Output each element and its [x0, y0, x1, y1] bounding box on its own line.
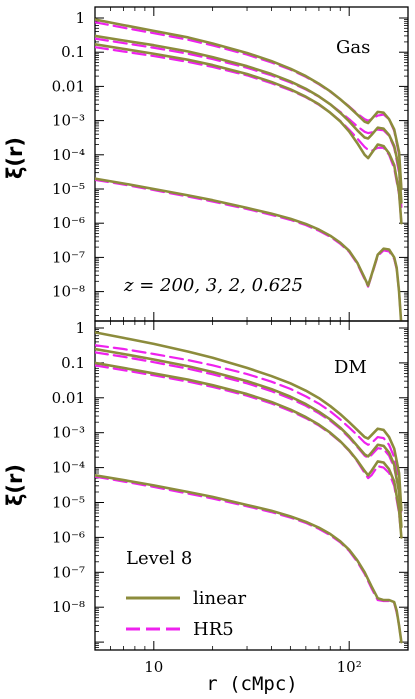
y-tick-label: 10⁻⁷ [52, 563, 85, 581]
y-tick-labels-gas: 1 0.1 0.01 10⁻³ 10⁻⁴ 10⁻⁵ 10⁻⁶ 10⁻⁷ 10⁻⁸ [52, 9, 85, 301]
y-tick-label: 0.1 [61, 354, 85, 372]
y-tick-label: 10⁻⁷ [52, 248, 85, 266]
y-tick-label: 0.01 [52, 77, 85, 95]
annotation-redshifts: z = 200, 3, 2, 0.625 [123, 275, 303, 296]
legend-label-hr5: HR5 [193, 619, 234, 640]
series-group-gas [95, 18, 403, 321]
series-line-hr5-z-200 [95, 178, 403, 321]
y-tick-label: 10⁻⁵ [52, 180, 85, 198]
y-tick-label: 1 [75, 319, 85, 337]
panel-gas: 1 0.1 0.01 10⁻³ 10⁻⁴ 10⁻⁵ 10⁻⁶ 10⁻⁷ 10⁻⁸ ξ(r) Ga… [3, 6, 409, 322]
y-tick-label: 10⁻⁸ [52, 283, 85, 301]
y-tick-label: 10⁻⁶ [52, 214, 85, 232]
series-line-linear-z-3 [95, 331, 403, 512]
series-line-linear-z-200 [95, 474, 403, 644]
series-line-linear-z-0-625 [95, 361, 403, 539]
axis-ticks-gas [94, 7, 409, 321]
series-line-linear-z-2 [95, 347, 403, 529]
series-line-linear-z-0-625 [95, 43, 403, 225]
legend-label-linear: linear [193, 588, 246, 609]
y-tick-label: 0.1 [61, 43, 85, 61]
y-tick-label: 10⁻³ [52, 424, 85, 442]
legend: linear HR5 [126, 588, 246, 640]
series-group-dm [95, 331, 403, 644]
y-tick-label: 10⁻⁶ [52, 528, 85, 546]
xlabel: r (cMpc) [206, 673, 298, 695]
annotation-gas: Gas [336, 37, 370, 58]
y-tick-label: 10⁻⁸ [52, 598, 85, 616]
series-line-linear-z-2 [95, 34, 403, 204]
series-line-hr5-z-0-625 [95, 364, 403, 539]
series-line-hr5-z-2 [95, 351, 403, 528]
annotation-dm: DM [334, 357, 367, 378]
y-tick-label: 10⁻⁵ [52, 494, 85, 512]
x-tick-label: 10² [337, 658, 362, 676]
series-line-linear-z-200 [95, 177, 403, 321]
y-tick-label: 10⁻⁴ [52, 146, 85, 164]
y-tick-label: 0.01 [52, 389, 85, 407]
series-line-hr5-z-2 [95, 37, 403, 208]
x-tick-label: 10 [144, 658, 163, 676]
y-tick-labels-dm: 1 0.1 0.01 10⁻³ 10⁻⁴ 10⁻⁵ 10⁻⁶ 10⁻⁷ 10⁻⁸ [52, 319, 85, 616]
series-line-linear-z-3 [95, 18, 403, 191]
y-tick-label: 1 [75, 9, 85, 27]
annotation-redshifts-text: z = 200, 3, 2, 0.625 [123, 275, 303, 296]
y-tick-label: 10⁻³ [52, 112, 85, 130]
series-line-hr5-z-3 [95, 344, 403, 518]
panel-dm: 1 0.1 0.01 10⁻³ 10⁻⁴ 10⁻⁵ 10⁻⁶ 10⁻⁷ 10⁻⁸ 10 10² ξ… [3, 319, 409, 695]
axis-ticks-dm [94, 321, 409, 651]
annotation-level: Level 8 [126, 548, 192, 569]
ylabel-dm: ξ(r) [3, 464, 27, 506]
y-tick-label: 10⁻⁴ [52, 459, 85, 477]
ylabel-gas: ξ(r) [3, 137, 27, 179]
x-tick-labels-dm: 10 10² [144, 658, 361, 676]
